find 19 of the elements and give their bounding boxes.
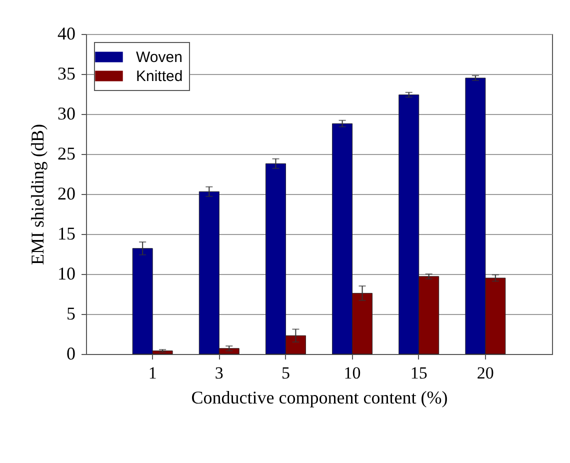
y-tick-label: 25 bbox=[58, 144, 76, 164]
y-tick-label: 0 bbox=[66, 344, 76, 364]
x-tick-label: 5 bbox=[281, 364, 290, 382]
y-tick-label: 20 bbox=[58, 184, 76, 204]
x-tick-label: 1 bbox=[148, 364, 157, 382]
x-tick-label: 10 bbox=[344, 364, 361, 382]
x-tick-label: 15 bbox=[410, 364, 428, 382]
y-tick-label: 35 bbox=[58, 64, 76, 84]
legend-label: Woven bbox=[136, 49, 182, 66]
y-axis-title: EMI shielding (dB) bbox=[28, 124, 48, 265]
x-tick-label: 20 bbox=[476, 364, 494, 382]
y-tick-label: 10 bbox=[58, 264, 76, 284]
x-tick-label: 3 bbox=[214, 364, 224, 382]
legend-label: Knitted bbox=[136, 68, 183, 85]
x-axis-title: Conductive component content (%) bbox=[191, 388, 448, 408]
y-tick-label: 40 bbox=[58, 24, 76, 44]
y-tick-label: 15 bbox=[58, 224, 76, 244]
y-tick-label: 30 bbox=[58, 104, 76, 124]
y-tick-label: 5 bbox=[66, 304, 76, 324]
